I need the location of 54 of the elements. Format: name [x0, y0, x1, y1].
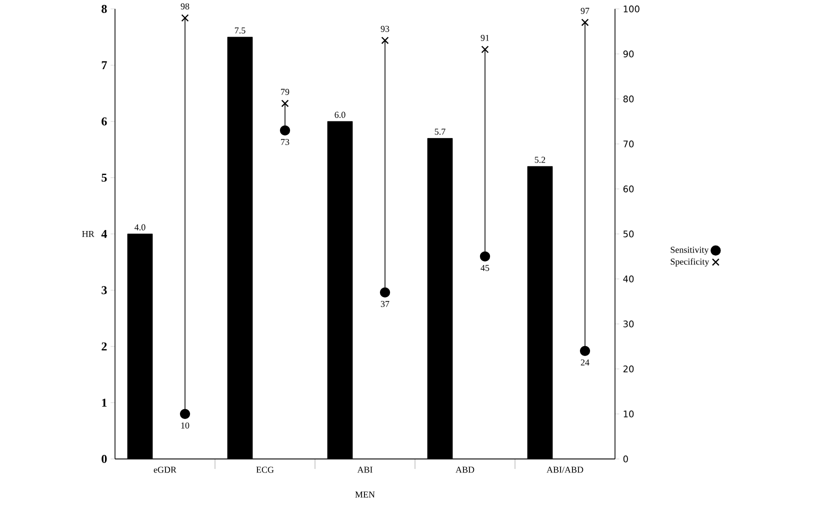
data-label: 37	[380, 300, 390, 308]
legend-label: Sensitivity	[670, 246, 709, 255]
data-label: 5.2	[534, 156, 546, 163]
y2-tick-label: 20	[623, 366, 634, 372]
data-label: 98	[180, 3, 190, 10]
y2-tick-label: 0	[623, 456, 628, 462]
point	[481, 46, 489, 54]
point	[180, 408, 190, 420]
data-label: 73	[281, 138, 290, 146]
data-label: 97	[580, 8, 590, 14]
y2-tick-label: 40	[623, 276, 634, 282]
y-tick-label: 4	[101, 230, 107, 238]
y-axis-title: HR	[82, 231, 94, 237]
x-tick-label: ABI	[357, 466, 372, 473]
data-label: 91	[480, 34, 489, 41]
y2-tick-label: 70	[624, 140, 634, 148]
x-tick-label: ECG	[256, 466, 274, 473]
data-label: 45	[480, 264, 490, 272]
point	[380, 287, 390, 298]
y2-tick-label: 100	[624, 6, 640, 12]
data-label: 7.5	[234, 28, 246, 34]
point	[181, 14, 189, 22]
y2-tick-label: 90	[623, 50, 634, 58]
y-tick-label: 3	[102, 286, 107, 294]
data-label: 6.0	[334, 112, 346, 118]
y-tick-label: 0	[102, 454, 107, 463]
y-tick-label: 5	[102, 174, 107, 182]
y2-tick-label: 30	[623, 320, 634, 328]
point	[280, 125, 290, 136]
x-tick-label: ABI/ABD	[546, 466, 584, 473]
y2-tick-label: 60	[623, 186, 634, 192]
point	[281, 100, 289, 108]
y-tick-label: 6	[102, 117, 107, 126]
y-tick-label: 8	[102, 4, 107, 14]
point	[581, 18, 589, 26]
data-label: 79	[281, 88, 290, 95]
y2-tick-label: 50	[623, 230, 634, 238]
data-label: 5.7	[434, 128, 446, 135]
legend-label: Specificity	[670, 258, 710, 267]
x-tick-label: eGDR	[154, 466, 176, 473]
y-tick-label: 1	[102, 398, 107, 407]
point	[381, 36, 389, 44]
y2-tick-label: 80	[623, 96, 634, 102]
data-label: 24	[580, 359, 590, 366]
y-tick-label: 2	[102, 342, 107, 350]
x-tick-label: ABD	[456, 466, 474, 473]
data-label: 10	[181, 422, 190, 429]
point	[580, 346, 590, 356]
y2-tick-label: 10	[624, 410, 634, 418]
y-tick-label: 7	[102, 61, 107, 70]
data-label: 4.0	[134, 224, 146, 230]
point	[480, 251, 490, 262]
x-axis-title: MEN	[355, 492, 375, 498]
data-label: 93	[380, 26, 390, 32]
